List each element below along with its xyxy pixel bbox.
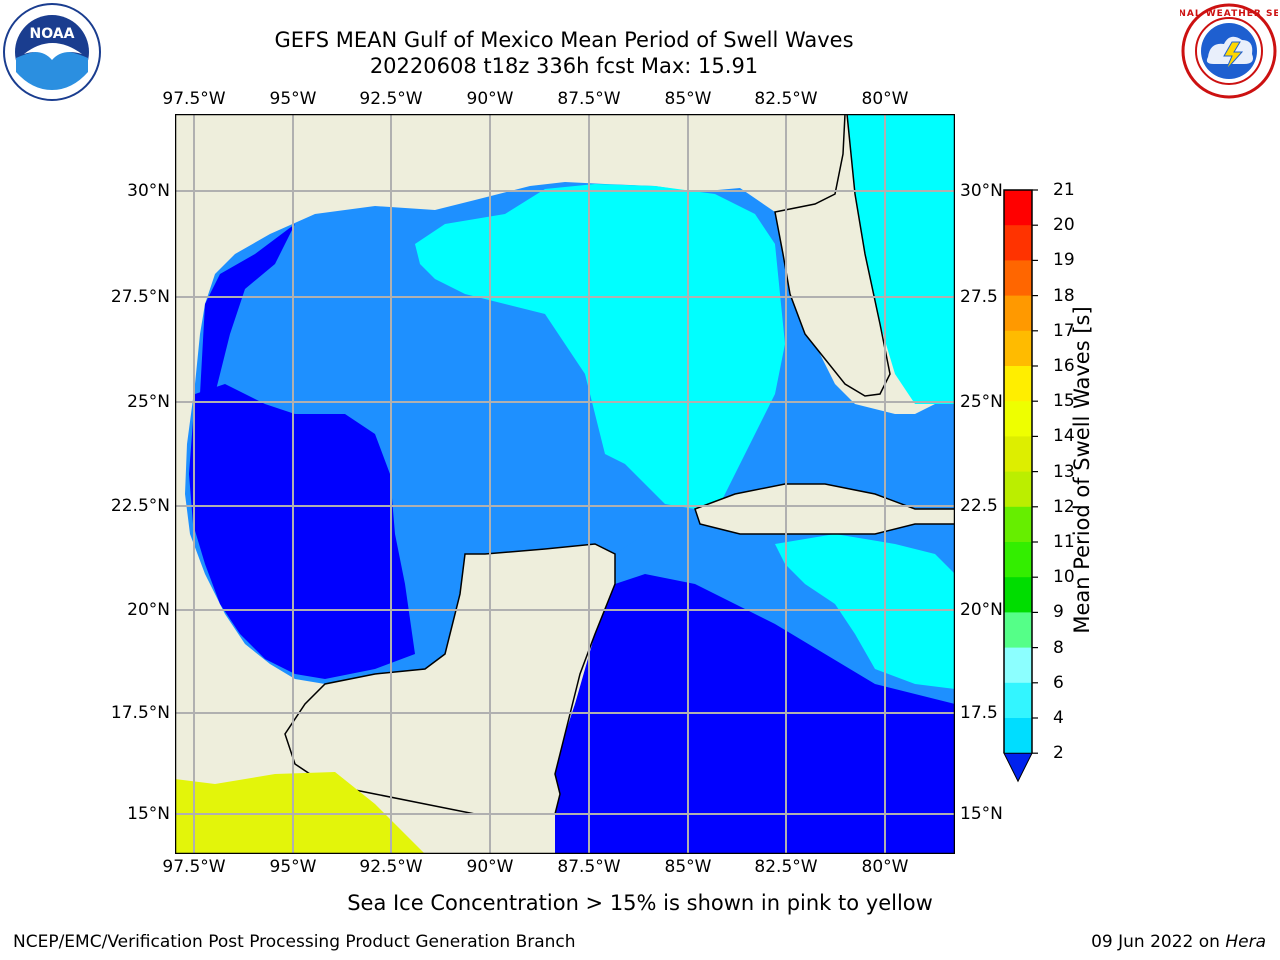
- lat-label-left: 30°N: [127, 181, 170, 201]
- colorbar-tick-label: 10: [1053, 567, 1075, 588]
- lat-label-right: 27.5: [960, 287, 998, 307]
- lon-label-bottom: 80°W: [861, 857, 909, 877]
- colorbar-tick-label: 4: [1053, 708, 1064, 728]
- lat-label-left: 25°N: [127, 392, 170, 412]
- colorbar-tick-label: 16: [1053, 356, 1075, 376]
- colorbar-segment: [1004, 718, 1032, 754]
- lon-label-top: 90°W: [466, 89, 514, 109]
- lat-label-left: 17.5°N: [110, 703, 170, 723]
- colorbar-segment: [1004, 436, 1032, 473]
- lon-label-top: 87.5°W: [557, 89, 621, 109]
- sea-ice-note: Sea Ice Concentration > 15% is shown in …: [0, 891, 1280, 915]
- colorbar-segment: [1004, 401, 1032, 437]
- colorbar-tick-label: 17: [1053, 320, 1075, 341]
- colorbar-tick-label: 9: [1053, 602, 1064, 623]
- colorbar-segment: [1004, 506, 1032, 543]
- gulf-map: [174, 113, 956, 855]
- colorbar-segment: [1004, 647, 1032, 684]
- lon-label-bottom: 90°W: [466, 857, 514, 877]
- footer-credit: NCEP/EMC/Verification Post Processing Pr…: [13, 932, 576, 952]
- swell-2-4s-west: [189, 384, 415, 679]
- colorbar-extend-arrow: [1003, 752, 1033, 783]
- nws-logo: NATIONAL WEATHER SERVICE: [1142, 2, 1280, 100]
- lat-label-right: 17.5: [960, 703, 998, 723]
- colorbar-tick-label: 20: [1053, 215, 1075, 236]
- chart-title-line1: GEFS MEAN Gulf of Mexico Mean Period of …: [274, 28, 854, 52]
- colorbar-tick-label: 18: [1053, 285, 1075, 306]
- lat-label-left: 22.5°N: [110, 496, 170, 516]
- colorbar-tick-label: 8: [1053, 637, 1064, 658]
- lon-label-top: 82.5°W: [754, 89, 818, 109]
- colorbar-segment: [1004, 190, 1032, 226]
- colorbar-segment: [1004, 260, 1032, 297]
- noaa-text: NOAA: [30, 26, 75, 42]
- lon-label-bottom: 92.5°W: [359, 857, 423, 877]
- colorbar-tick-label: 14: [1053, 426, 1075, 447]
- colorbar-segment: [1004, 471, 1032, 508]
- lon-label-top: 80°W: [861, 89, 909, 109]
- lon-label-top: 85°W: [664, 89, 712, 109]
- lat-label-right: 15°N: [960, 804, 1003, 824]
- lat-label-right: 22.5: [960, 496, 998, 516]
- lon-label-bottom: 95°W: [269, 857, 317, 877]
- colorbar-segment: [1004, 295, 1032, 332]
- colorbar-tick-label: 19: [1053, 250, 1075, 271]
- footer-date-wrap: 09 Jun 2022 on Hera: [1091, 932, 1266, 952]
- colorbar-segment: [1004, 542, 1032, 578]
- colorbar-segment: [1004, 682, 1032, 719]
- lon-label-top: 97.5°W: [162, 89, 226, 109]
- colorbar-tick-label: 11: [1053, 532, 1075, 552]
- grid-lines: [175, 114, 955, 854]
- sea-ice-note-text: Sea Ice Concentration > 15% is shown in …: [347, 891, 933, 915]
- footer-machine: Hera: [1225, 932, 1266, 952]
- colorbar-tick-label: 15: [1053, 391, 1075, 412]
- swell-4-6s-northeast: [415, 184, 785, 509]
- nws-ring-text: NATIONAL WEATHER SERVICE: [1180, 9, 1278, 19]
- colorbar-segment: [1004, 612, 1032, 649]
- colorbar-segment: [1004, 330, 1032, 367]
- cuba: [694, 483, 956, 535]
- noaa-logo: NOAA: [2, 2, 102, 102]
- lat-label-left: 20°N: [127, 600, 170, 620]
- swell-4-6s-caribbean: [775, 534, 955, 689]
- lat-label-left: 15°N: [127, 804, 170, 824]
- colorbar-segment: [1004, 225, 1032, 261]
- swell-4-6s-atlantic: [845, 114, 955, 404]
- colorbar-tick-label: 13: [1053, 461, 1075, 482]
- colorbar-tick-label: 2: [1053, 743, 1064, 764]
- lon-label-bottom: 97.5°W: [162, 857, 226, 877]
- lat-label-left: 27.5°N: [110, 287, 170, 307]
- swell-2-4s-coast: [200, 224, 295, 414]
- lat-label-right: 30°N: [960, 181, 1003, 201]
- colorbar-tick-label: 12: [1053, 496, 1075, 517]
- colorbar-tick-label: 21: [1053, 180, 1075, 200]
- colorbar-svg: [1003, 189, 1038, 783]
- map-panel: [174, 113, 956, 855]
- lon-label-bottom: 85°W: [664, 857, 712, 877]
- lat-label-right: 25°N: [960, 392, 1003, 412]
- lon-label-top: 92.5°W: [359, 89, 423, 109]
- colorbar-segment: [1004, 577, 1032, 613]
- lon-label-bottom: 87.5°W: [557, 857, 621, 877]
- colorbar-tick-label: 6: [1053, 672, 1064, 693]
- lon-label-bottom: 82.5°W: [754, 857, 818, 877]
- chart-title-line2: 20220608 t18z 336h fcst Max: 15.91: [369, 54, 759, 78]
- map-frame: [174, 113, 956, 855]
- colorbar-segment: [1004, 366, 1032, 402]
- colorbar: [1000, 186, 1060, 786]
- lat-label-right: 20°N: [960, 600, 1003, 620]
- footer-date: 09 Jun 2022 on: [1091, 932, 1220, 952]
- lon-label-top: 95°W: [269, 89, 317, 109]
